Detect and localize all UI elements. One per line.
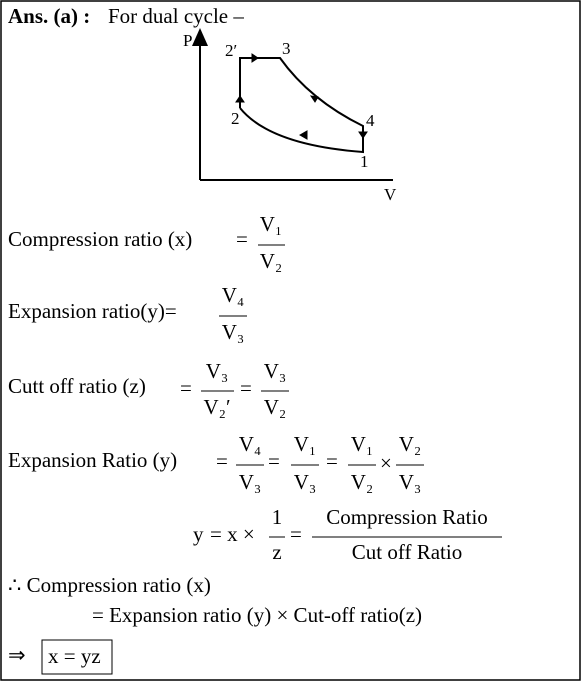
conclusion-line: = Expansion ratio (y) × Cut-off ratio(z)	[92, 603, 422, 627]
operator: =	[216, 449, 228, 473]
point-label: 3	[282, 39, 291, 58]
numerator: V₃	[206, 359, 229, 383]
operator: =	[290, 522, 302, 546]
numerator: Compression Ratio	[326, 505, 488, 529]
denominator: V₃	[399, 470, 422, 494]
axis-label: P	[183, 31, 192, 50]
numerator: V₄	[239, 432, 262, 456]
operator: ×	[380, 451, 392, 475]
denominator: V₂	[260, 249, 283, 273]
denominator: Cut off Ratio	[352, 540, 462, 564]
operator: =	[268, 449, 280, 473]
equation-lhs: Cutt off ratio (z)	[8, 374, 146, 398]
denominator: z	[272, 540, 281, 564]
implies: ⇒	[8, 643, 26, 667]
numerator: V₁	[351, 432, 374, 456]
point-label: 1	[360, 152, 369, 171]
axis-label: V	[384, 185, 397, 204]
operator: =	[236, 227, 248, 251]
denominator: V₃	[239, 470, 262, 494]
numerator: V₂	[399, 432, 422, 456]
answer-label: Ans. (a) :	[8, 4, 90, 28]
operator: =	[240, 376, 252, 400]
denominator: V₂	[264, 395, 287, 419]
intro: For dual cycle –	[108, 4, 244, 28]
denominator: V₃	[222, 320, 245, 344]
numerator: V₁	[294, 432, 317, 456]
result-box	[41, 639, 113, 675]
result: x = yz	[48, 644, 101, 668]
numerator: 1	[272, 505, 283, 529]
point-label: 2	[231, 109, 240, 128]
denominator: V₂	[351, 470, 374, 494]
equation-lhs: Expansion Ratio (y)	[8, 448, 177, 472]
equation-lhs: y	[193, 522, 204, 546]
operator: = x ×	[210, 522, 255, 546]
pv-diagram	[192, 28, 393, 181]
equation-lhs: Expansion ratio(y)=	[8, 299, 177, 323]
conclusion-line: ∴ Compression ratio (x)	[8, 573, 211, 597]
point-label: 4	[366, 111, 375, 130]
numerator: V₁	[260, 212, 283, 236]
point-label: 2′	[225, 41, 237, 60]
numerator: V₃	[264, 359, 287, 383]
operator: =	[180, 376, 192, 400]
operator: =	[326, 449, 338, 473]
numerator: V₄	[222, 283, 245, 307]
denominator: V₂′	[203, 395, 230, 419]
equation-lhs: Compression ratio (x)	[8, 227, 192, 251]
denominator: V₃	[294, 470, 317, 494]
